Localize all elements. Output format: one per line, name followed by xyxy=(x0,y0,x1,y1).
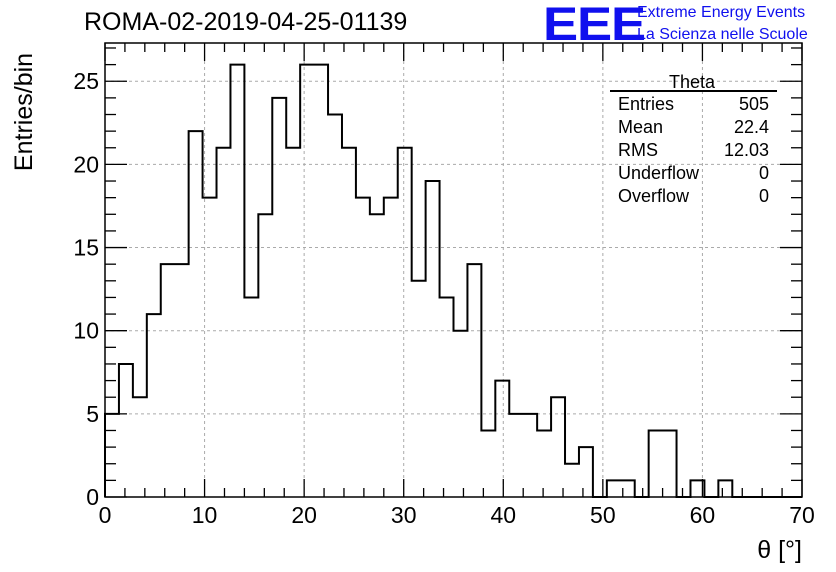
histogram-bin xyxy=(286,148,300,497)
histogram-bin xyxy=(370,214,384,497)
histogram-bin xyxy=(258,214,272,497)
histogram-bin xyxy=(467,264,481,497)
stats-title: Theta xyxy=(669,72,716,92)
eee-logo-mark: EEE xyxy=(543,0,646,50)
stats-row-value: 22.4 xyxy=(734,117,769,137)
histogram-bin xyxy=(356,198,370,497)
plot-header-title: ROMA-02-2019-04-25-01139 xyxy=(84,8,408,36)
histogram-bin xyxy=(244,297,258,497)
histogram-bin xyxy=(314,65,328,497)
histogram-bin xyxy=(565,464,579,497)
histogram-bin xyxy=(147,314,161,497)
histogram-outline xyxy=(104,63,802,498)
histogram-bin xyxy=(523,414,537,497)
y-tick-label: 15 xyxy=(73,235,99,261)
stats-row-label: RMS xyxy=(618,140,658,160)
y-tick-label: 25 xyxy=(73,68,99,94)
x-tick-label: 30 xyxy=(391,502,417,528)
stats-row-label: Overflow xyxy=(618,186,690,206)
histogram-bin xyxy=(426,181,440,497)
histogram-bin xyxy=(119,364,133,497)
stats-row-value: 0 xyxy=(759,163,769,183)
histogram-bin xyxy=(509,414,523,497)
y-tick-label: 10 xyxy=(73,318,99,344)
stats-row-value: 12.03 xyxy=(724,140,769,160)
x-tick-label: 0 xyxy=(99,502,112,528)
stats-row-label: Entries xyxy=(618,94,674,114)
histogram-bin xyxy=(440,297,454,497)
plot-frame xyxy=(104,42,803,498)
histogram-bin xyxy=(718,480,732,497)
eee-logo-line-1: Extreme Energy Events xyxy=(637,4,806,21)
histogram-bin xyxy=(663,430,677,497)
histogram-bin xyxy=(230,65,244,497)
histogram-bin xyxy=(398,148,412,497)
histogram-bin xyxy=(481,430,495,497)
y-tick-label: 0 xyxy=(86,484,99,510)
y-tick-label: 5 xyxy=(86,401,99,427)
x-tick-label: 50 xyxy=(590,502,616,528)
x-tick-label: 10 xyxy=(192,502,218,528)
x-axis-label: θ [°] xyxy=(757,536,802,564)
histogram-bin xyxy=(607,480,621,497)
tick-labels: 0 10 20 30 40 50 60 70 0 5 10 15 20 25 xyxy=(73,68,814,528)
x-tick-label: 40 xyxy=(490,502,516,528)
stats-row-label: Underflow xyxy=(618,163,700,183)
eee-logo-line-2: La Scienza nelle Scuole xyxy=(637,26,808,43)
axes xyxy=(104,42,803,498)
histogram-series xyxy=(104,63,802,498)
stats-box: Theta Entries 505 Mean 22.4 RMS 12.03 Underflo… xyxy=(610,72,777,206)
histogram-bin xyxy=(551,397,565,497)
histogram-bin xyxy=(384,198,398,497)
x-tick-label: 20 xyxy=(291,502,317,528)
histogram-bin xyxy=(412,281,426,497)
histogram-bin xyxy=(649,430,663,497)
histogram-bin xyxy=(217,148,231,497)
y-axis-label: Entries/bin xyxy=(10,53,38,171)
x-tick-label: 70 xyxy=(789,502,815,528)
stats-row-value: 0 xyxy=(759,186,769,206)
histogram-bin xyxy=(189,131,203,497)
stats-row-label: Mean xyxy=(618,117,663,137)
stats-rows: Entries 505 Mean 22.4 RMS 12.03 Underflow 0 Over… xyxy=(618,94,769,206)
histogram-bin xyxy=(300,65,314,497)
histogram-bin xyxy=(133,397,147,497)
stats-row-value: 505 xyxy=(739,94,769,114)
grid-lines xyxy=(105,43,802,497)
histogram-bin xyxy=(579,447,593,497)
histogram-bin xyxy=(495,381,509,497)
histogram-bin xyxy=(272,98,286,497)
histogram-bin xyxy=(537,430,551,497)
histogram-bin xyxy=(175,264,189,497)
histogram-bin xyxy=(161,264,175,497)
histogram-bin xyxy=(328,115,342,497)
histogram-bin xyxy=(105,414,119,497)
x-tick-label: 60 xyxy=(690,502,716,528)
histogram-bin xyxy=(342,148,356,497)
y-tick-label: 20 xyxy=(73,151,99,177)
